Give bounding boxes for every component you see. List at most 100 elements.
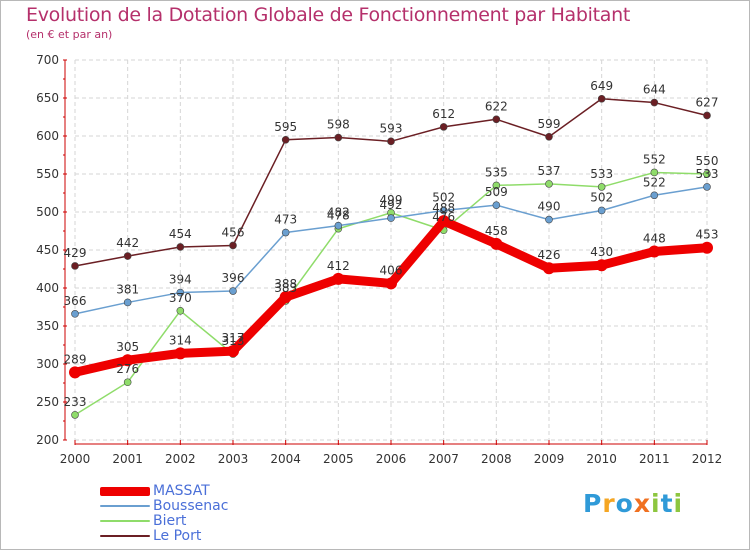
data-point-biert [123, 378, 132, 387]
data-label-le-port: 598 [327, 118, 350, 132]
legend-swatch [100, 520, 150, 522]
data-label-le-port: 612 [432, 107, 455, 121]
legend-label: MASSAT [153, 483, 210, 499]
legend-item-massat: MASSAT [100, 484, 210, 498]
data-label-massat: 488 [432, 201, 455, 215]
data-label-le-port: 599 [538, 117, 561, 131]
data-label-le-port: 429 [64, 246, 87, 260]
y-tick-label: 300 [36, 357, 59, 371]
legend-label: Boussenac [153, 498, 229, 514]
data-label-le-port: 456 [222, 225, 245, 239]
data-label-boussenac: 366 [64, 294, 87, 308]
data-label-massat: 314 [169, 333, 192, 347]
data-point-boussenac [334, 221, 343, 230]
data-label-boussenac: 522 [643, 175, 666, 189]
data-label-boussenac: 394 [169, 273, 192, 287]
data-point-massat [279, 291, 292, 304]
chart-subtitle: (en € et par an) [26, 28, 113, 41]
data-point-biert [492, 181, 501, 190]
data-label-biert: 276 [116, 362, 139, 376]
data-point-massat [227, 345, 239, 358]
x-tick-label: 2008 [481, 452, 512, 466]
data-label-biert: 476 [432, 210, 455, 224]
data-label-boussenac: 490 [538, 200, 561, 214]
data-point-massat [69, 366, 81, 379]
data-label-boussenac: 509 [485, 185, 508, 199]
data-label-biert: 550 [696, 154, 719, 168]
data-label-le-port: 595 [274, 120, 297, 134]
x-tick-label: 2012 [692, 452, 723, 466]
data-label-biert: 370 [169, 291, 192, 305]
data-label-massat: 305 [116, 340, 139, 354]
data-label-massat: 430 [590, 245, 613, 259]
data-label-le-port: 593 [380, 121, 403, 135]
data-point-biert [597, 183, 606, 191]
logo-letter: P [583, 489, 603, 518]
logo-letter: i [673, 489, 684, 518]
data-label-le-port: 454 [169, 227, 192, 241]
x-tick-label: 2000 [60, 452, 91, 466]
y-tick-label: 650 [36, 91, 59, 105]
data-label-biert: 313 [222, 334, 245, 348]
x-tick-label: 2005 [323, 452, 354, 466]
proxiti-logo: Proxiti [583, 489, 683, 518]
data-point-boussenac [492, 201, 501, 209]
data-point-boussenac [703, 183, 711, 191]
logo-letter: i [651, 489, 661, 518]
data-point-massat [701, 241, 713, 254]
data-point-boussenac [597, 206, 606, 215]
data-point-boussenac [71, 310, 79, 318]
data-point-le-port [439, 123, 448, 131]
data-point-massat [648, 245, 661, 258]
data-label-massat: 448 [643, 232, 666, 246]
x-tick-label: 2010 [586, 452, 617, 466]
data-point-le-port [281, 136, 290, 144]
legend-item-le-port: Le Port [100, 529, 201, 543]
data-label-biert: 233 [64, 395, 87, 409]
data-point-boussenac [439, 206, 448, 215]
data-label-massat: 406 [380, 263, 403, 277]
data-label-massat: 388 [274, 277, 297, 291]
data-label-massat: 458 [485, 224, 508, 238]
data-label-boussenac: 492 [380, 198, 403, 212]
data-point-le-port [229, 241, 237, 250]
y-tick-label: 450 [36, 243, 59, 257]
data-label-le-port: 442 [116, 236, 139, 250]
data-labels: 429 442 454 456 595 598 593 612 622 599 649 644 627 2… [64, 79, 719, 409]
logo-letter: r [602, 489, 616, 518]
logo-letter: t [660, 489, 674, 518]
data-point-boussenac [123, 298, 132, 307]
data-point-le-port [650, 98, 659, 107]
legend-item-biert: Biert [100, 514, 186, 528]
data-label-boussenac: 502 [432, 190, 455, 204]
data-point-massat [121, 354, 134, 367]
data-point-biert [176, 306, 185, 315]
data-label-biert: 499 [380, 193, 403, 207]
data-point-boussenac [545, 215, 553, 224]
data-label-biert: 537 [538, 164, 561, 178]
x-tick-label: 2004 [270, 452, 301, 466]
y-tick-label: 500 [36, 205, 59, 219]
legend-swatch [100, 535, 150, 537]
data-point-massat [385, 277, 397, 290]
data-point-boussenac [387, 214, 395, 222]
data-label-massat: 317 [222, 331, 245, 345]
data-label-boussenac: 533 [696, 167, 719, 181]
data-point-biert [545, 180, 553, 188]
data-point-massat [490, 237, 503, 250]
data-point-le-port [545, 132, 553, 141]
data-point-massat [437, 215, 450, 228]
data-label-massat: 289 [64, 352, 87, 366]
data-label-le-port: 627 [696, 95, 719, 109]
data-label-biert: 478 [327, 209, 350, 223]
data-point-massat [595, 259, 608, 272]
data-point-boussenac [650, 191, 659, 200]
data-point-le-port [71, 262, 79, 270]
data-point-massat [174, 347, 187, 360]
data-label-massat: 412 [327, 259, 350, 273]
data-label-massat: 426 [538, 248, 561, 262]
data-point-boussenac [229, 287, 237, 295]
data-point-le-port [123, 252, 132, 260]
x-tick-label: 2006 [376, 452, 407, 466]
